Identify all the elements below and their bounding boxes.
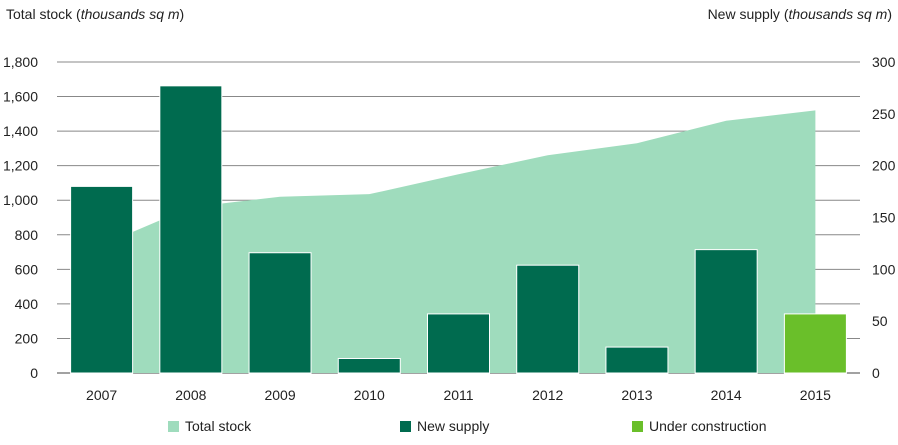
bar-new-supply-2010 bbox=[337, 357, 401, 374]
bar-new-supply-2013 bbox=[605, 346, 669, 374]
left-tick-label: 800 bbox=[15, 227, 39, 243]
legend-label-total-stock: Total stock bbox=[185, 418, 252, 434]
left-axis-title-suffix: ) bbox=[179, 6, 185, 22]
x-tick-label: 2014 bbox=[711, 387, 742, 403]
x-tick-label: 2013 bbox=[621, 387, 652, 403]
right-axis-title-suffix: ) bbox=[887, 6, 892, 22]
right-axis-title: New supply (thousands sq m) bbox=[708, 6, 892, 22]
right-tick-label: 100 bbox=[872, 261, 896, 277]
right-tick-label: 0 bbox=[872, 365, 880, 381]
bar-new-supply-2008 bbox=[159, 85, 223, 374]
right-tick-label: 50 bbox=[872, 313, 888, 329]
left-tick-label: 1,400 bbox=[3, 123, 38, 139]
left-axis-title-prefix: Total stock ( bbox=[6, 6, 81, 22]
bar-under-construction-2015 bbox=[783, 313, 847, 374]
left-tick-label: 1,600 bbox=[3, 89, 38, 105]
legend-label-new-supply: New supply bbox=[417, 418, 490, 434]
x-tick-label: 2012 bbox=[532, 387, 563, 403]
bar-new-supply-2007 bbox=[70, 185, 134, 374]
left-tick-label: 1,800 bbox=[3, 54, 38, 70]
bar-new-supply-2012 bbox=[516, 264, 580, 374]
x-tick-label: 2015 bbox=[800, 387, 831, 403]
right-tick-label: 200 bbox=[872, 158, 896, 174]
legend-swatch-total-stock bbox=[168, 420, 179, 432]
right-tick-label: 250 bbox=[872, 106, 896, 122]
left-tick-label: 400 bbox=[15, 296, 39, 312]
legend-label-under-construction: Under construction bbox=[649, 418, 767, 434]
legend-item-new-supply: New supply bbox=[400, 418, 489, 434]
bar-new-supply-2014 bbox=[694, 249, 758, 374]
left-tick-label: 0 bbox=[30, 365, 38, 381]
legend-swatch-new-supply bbox=[400, 420, 411, 432]
bar-new-supply-2009 bbox=[248, 252, 312, 374]
left-axis-title: Total stock (thousands sq m) bbox=[6, 6, 184, 22]
x-axis-ticks: 2007 2008 2009 2010 2011 2012 2013 2014 2015 bbox=[86, 387, 831, 403]
x-tick-label: 2009 bbox=[264, 387, 295, 403]
legend-swatch-under-construction bbox=[632, 420, 643, 432]
x-tick-label: 2008 bbox=[175, 387, 206, 403]
left-tick-label: 600 bbox=[15, 261, 39, 277]
right-axis-title-prefix: New supply ( bbox=[707, 6, 789, 22]
right-tick-label: 150 bbox=[872, 210, 896, 226]
x-tick-label: 2010 bbox=[354, 387, 385, 403]
left-tick-label: 1,000 bbox=[3, 192, 38, 208]
bar-new-supply-2011 bbox=[427, 313, 490, 374]
left-axis-title-unit: thousands sq m bbox=[80, 6, 180, 22]
right-tick-label: 300 bbox=[872, 54, 896, 70]
right-axis-ticks: 0 50 100 150 200 250 300 bbox=[872, 54, 896, 381]
legend-item-under-construction: Under construction bbox=[632, 418, 767, 434]
legend-item-total-stock: Total stock bbox=[168, 418, 251, 434]
left-tick-label: 200 bbox=[15, 330, 39, 346]
x-tick-label: 2007 bbox=[86, 387, 117, 403]
x-tick-label: 2011 bbox=[443, 387, 473, 403]
left-tick-label: 1,200 bbox=[3, 158, 38, 174]
right-axis-title-unit: thousands sq m bbox=[788, 6, 888, 22]
left-axis-ticks: 0 200 400 600 800 1,000 1,200 1,400 1,600 1,800 bbox=[3, 54, 38, 381]
bars bbox=[70, 85, 847, 374]
